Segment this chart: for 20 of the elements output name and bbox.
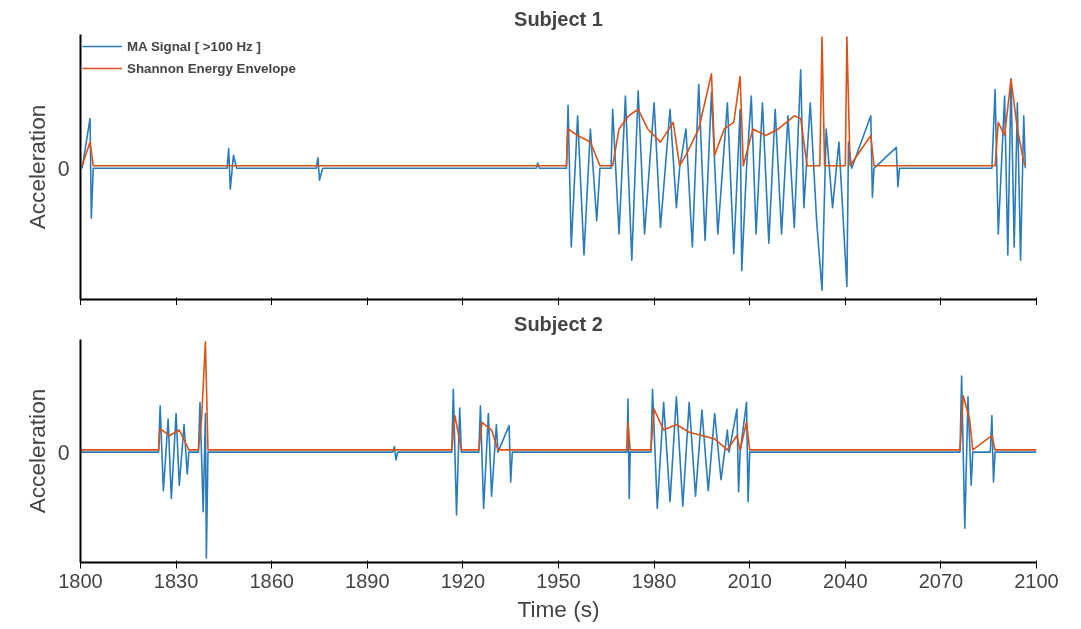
x-tick-label: 2070 [918,569,964,592]
x-tick-label: 1890 [345,569,390,592]
x-tick-label: 2040 [823,569,868,592]
x-tick-label: 1860 [249,569,294,592]
y-axis-title: Acceleration [23,104,50,230]
x-tick-label: 2100 [1014,569,1059,592]
y-axis-title: Acceleration [23,388,50,514]
x-axis-title: Time (s) [517,595,600,622]
legend-label: Shannon Energy Envelope [127,60,296,76]
text: 0 [57,156,70,181]
x-tick-label: 2010 [727,569,772,592]
x-tick-label: 1980 [631,569,677,592]
x-tick-label: 1950 [536,569,581,592]
x-tick-label: 1800 [58,569,103,592]
x-tick-label: 1830 [153,569,199,592]
legend-label: MA Signal [ >100 Hz ] [127,38,261,54]
chart-title: Subject 2 [514,312,603,335]
x-tick-label: 1920 [440,569,486,592]
chart-title: Subject 1 [514,7,603,30]
text: 0 [57,440,70,465]
